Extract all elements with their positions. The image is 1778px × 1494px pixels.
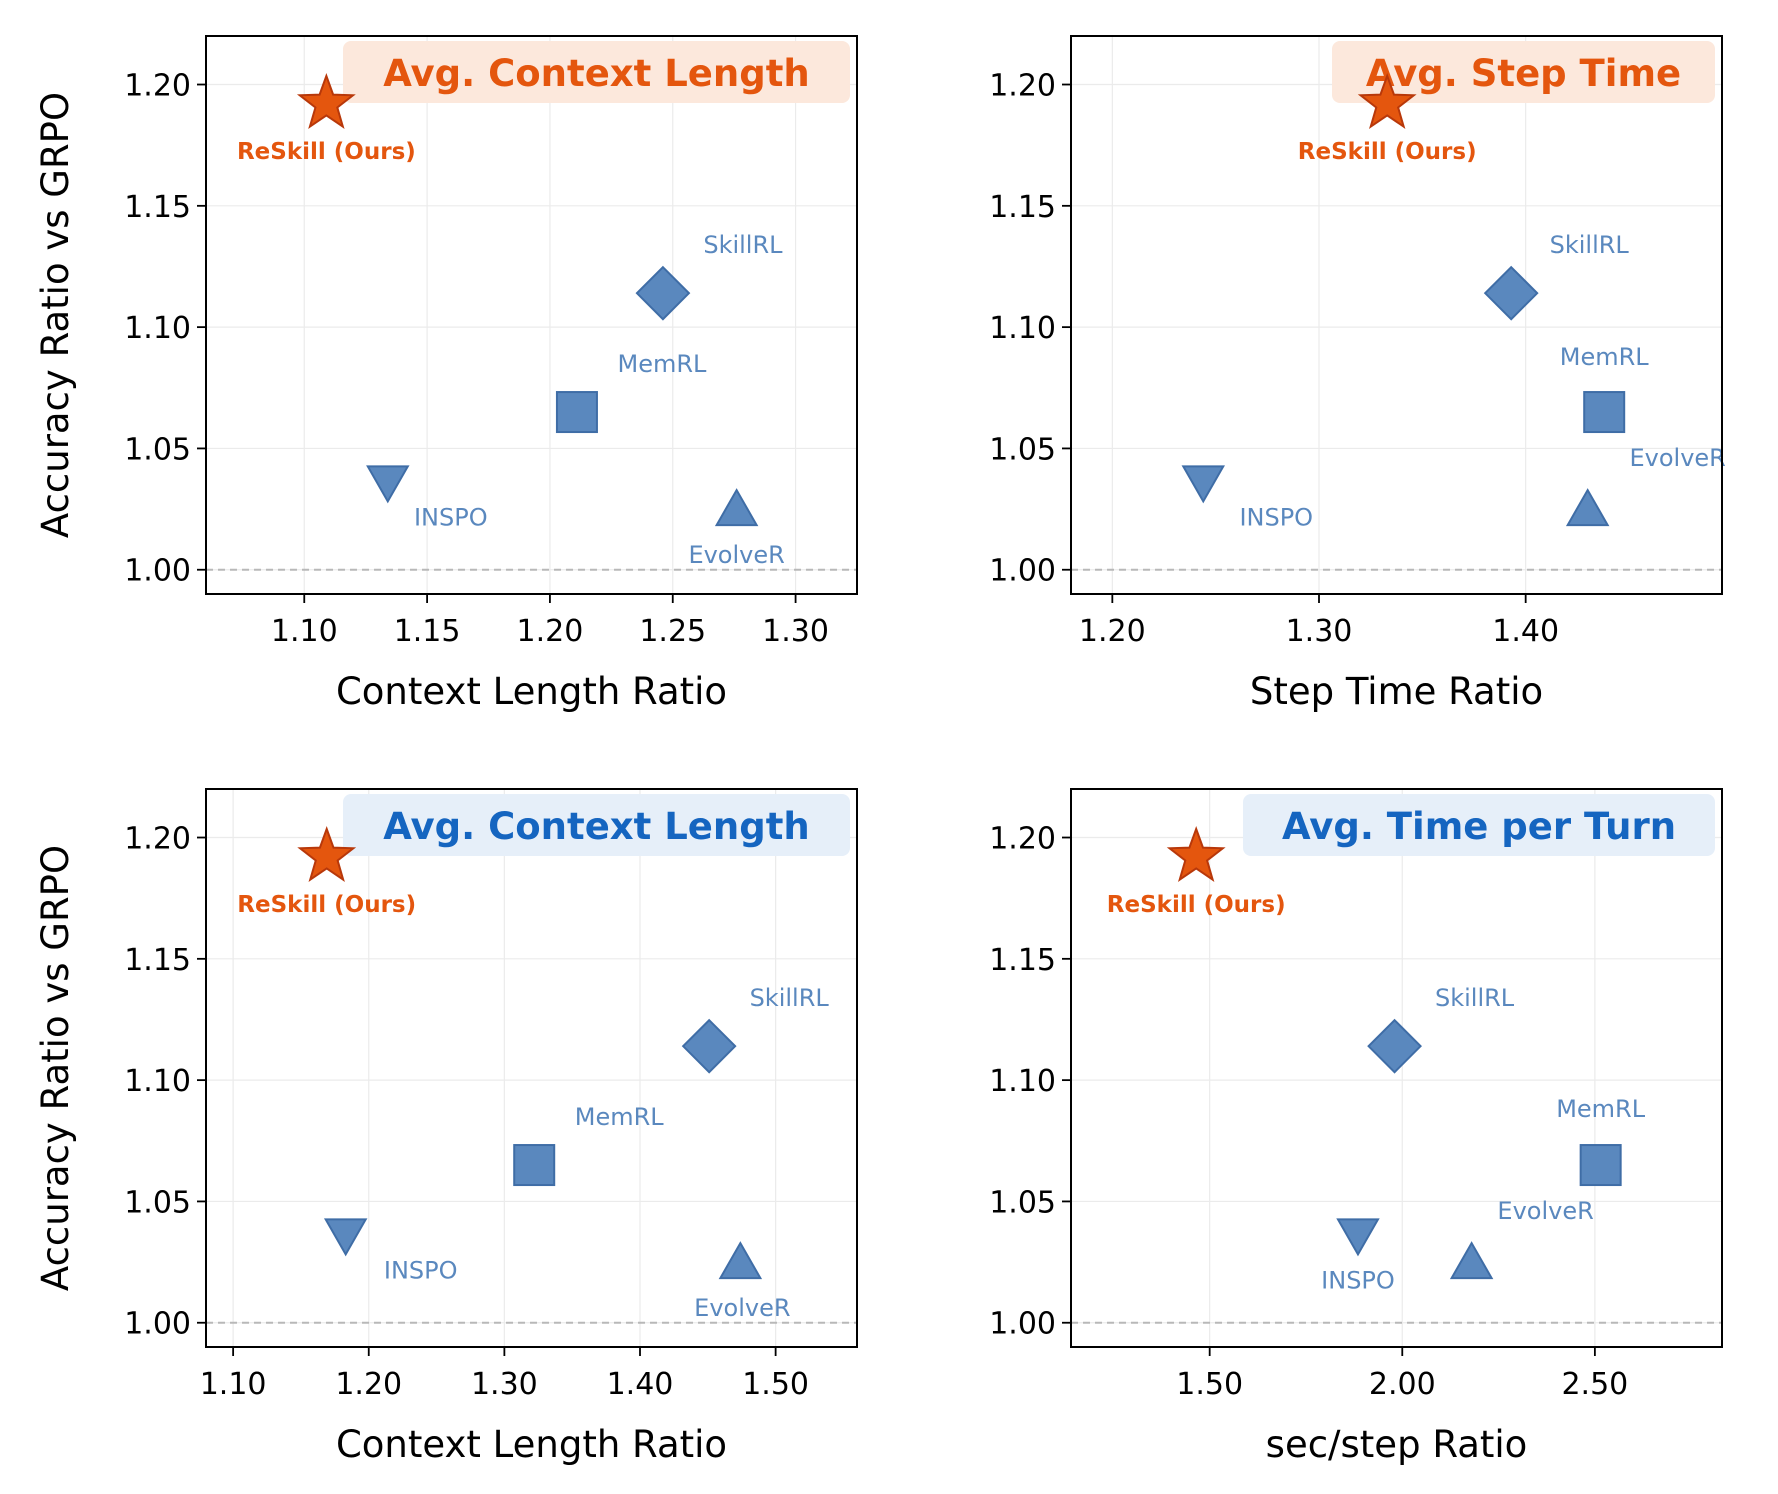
scatter-panel-2: Avg. Step Time ReSkill (Ours) SkillRL MemRL… (989, 35, 1726, 713)
y-tick-label: 1.05 (989, 1185, 1056, 1220)
point-label: ReSkill (Ours) (1298, 139, 1477, 165)
point-label: ReSkill (Ours) (237, 892, 416, 918)
triangle-up-marker (1449, 1241, 1494, 1280)
diamond-marker (1483, 265, 1539, 321)
star-marker (297, 825, 357, 882)
scatter-panel-3: Avg. Context Length ReSkill (Ours) SkillRL… (34, 788, 858, 1466)
scatter-panel-4: Avg. Time per Turn ReSkill (Ours) SkillRL M… (989, 788, 1723, 1466)
x-tick-label: 2.00 (1369, 1367, 1436, 1402)
chart-title: Avg. Context Length (383, 52, 810, 95)
point-label: INSPO (1321, 1266, 1395, 1294)
star-marker (1357, 72, 1417, 129)
star-marker (296, 72, 356, 129)
y-tick-label: 1.05 (989, 432, 1056, 467)
y-tick-label: 1.00 (989, 554, 1056, 589)
chart-title: Avg. Context Length (383, 805, 810, 848)
diamond-marker (681, 1018, 737, 1074)
point-label: INSPO (384, 1256, 458, 1284)
x-tick-label: 1.30 (471, 1367, 538, 1402)
y-tick-label: 1.05 (124, 432, 191, 467)
y-tick-label: 1.00 (124, 1307, 191, 1342)
x-tick-label: 1.20 (517, 614, 584, 649)
axes-frame (1070, 788, 1723, 1348)
triangle-up-marker (1565, 488, 1610, 527)
x-tick-label: 1.20 (335, 1367, 402, 1402)
triangle-down-marker (1336, 1218, 1380, 1257)
point-label: ReSkill (Ours) (1107, 892, 1286, 918)
x-axis-label: Context Length Ratio (336, 1423, 727, 1466)
point-label: EvolveR (1497, 1197, 1593, 1225)
point-label: SkillRL (1435, 984, 1515, 1012)
square-marker (1579, 1144, 1622, 1187)
y-tick-label: 1.20 (989, 822, 1056, 857)
axes-frame (205, 35, 858, 595)
x-tick-label: 1.50 (742, 1367, 809, 1402)
y-tick-label: 1.20 (124, 69, 191, 104)
diamond-marker (635, 265, 691, 321)
x-tick-label: 2.50 (1561, 1367, 1628, 1402)
y-tick-label: 1.05 (124, 1185, 191, 1220)
square-marker (555, 391, 598, 434)
square-marker (513, 1144, 556, 1187)
x-tick-label: 1.50 (1176, 1367, 1243, 1402)
point-label: MemRL (575, 1103, 665, 1131)
title-box (343, 794, 850, 856)
y-tick-label: 1.15 (989, 190, 1056, 225)
point-label: MemRL (617, 350, 707, 378)
point-label: SkillRL (1550, 231, 1630, 259)
point-label: SkillRL (703, 231, 783, 259)
x-tick-label: 1.20 (1079, 614, 1146, 649)
title-box (343, 41, 850, 103)
x-tick-label: 1.30 (762, 614, 829, 649)
x-tick-label: 1.30 (1286, 614, 1353, 649)
chart-title: Avg. Time per Turn (1282, 805, 1676, 848)
square-marker (1583, 391, 1626, 434)
triangle-up-marker (718, 1241, 763, 1280)
title-box (1243, 794, 1715, 856)
scatter-panel-1: Avg. Context Length ReSkill (Ours) SkillRL… (34, 35, 858, 713)
point-label: EvolveR (688, 541, 784, 569)
y-tick-label: 1.00 (989, 1307, 1056, 1342)
title-box (1332, 41, 1715, 103)
y-tick-label: 1.15 (124, 943, 191, 978)
diamond-marker (1367, 1018, 1422, 1074)
x-axis-label: sec/step Ratio (1266, 1423, 1528, 1466)
point-label: SkillRL (750, 984, 830, 1012)
y-tick-label: 1.10 (989, 1064, 1056, 1099)
point-label: EvolveR (694, 1294, 790, 1322)
y-tick-label: 1.10 (989, 311, 1056, 346)
chart-title: Avg. Step Time (1366, 52, 1681, 95)
point-label: ReSkill (Ours) (237, 139, 416, 165)
x-tick-label: 1.10 (200, 1367, 267, 1402)
triangle-up-marker (714, 488, 759, 527)
point-label: MemRL (1560, 343, 1650, 371)
y-tick-label: 1.15 (124, 190, 191, 225)
y-tick-label: 1.20 (124, 822, 191, 857)
point-label: INSPO (1239, 503, 1313, 531)
axes-frame (205, 788, 858, 1348)
y-tick-label: 1.10 (124, 311, 191, 346)
point-label: EvolveR (1629, 444, 1725, 472)
y-tick-label: 1.15 (989, 943, 1056, 978)
x-tick-label: 1.40 (607, 1367, 674, 1402)
y-axis-label: Accuracy Ratio vs GRPO (34, 845, 77, 1291)
y-axis-label: Accuracy Ratio vs GRPO (34, 92, 77, 538)
x-tick-label: 1.25 (639, 614, 706, 649)
triangle-down-marker (1181, 465, 1225, 504)
y-tick-label: 1.20 (989, 69, 1056, 104)
axes-frame (1070, 35, 1723, 595)
x-axis-label: Step Time Ratio (1250, 670, 1543, 713)
triangle-down-marker (323, 1218, 368, 1257)
star-marker (1166, 825, 1226, 882)
x-tick-label: 1.10 (271, 614, 338, 649)
triangle-down-marker (366, 465, 410, 504)
point-label: INSPO (414, 503, 488, 531)
y-tick-label: 1.10 (124, 1064, 191, 1099)
y-tick-label: 1.00 (124, 554, 191, 589)
x-axis-label: Context Length Ratio (336, 670, 727, 713)
x-tick-label: 1.15 (394, 614, 461, 649)
x-tick-label: 1.40 (1492, 614, 1559, 649)
point-label: MemRL (1556, 1095, 1646, 1123)
